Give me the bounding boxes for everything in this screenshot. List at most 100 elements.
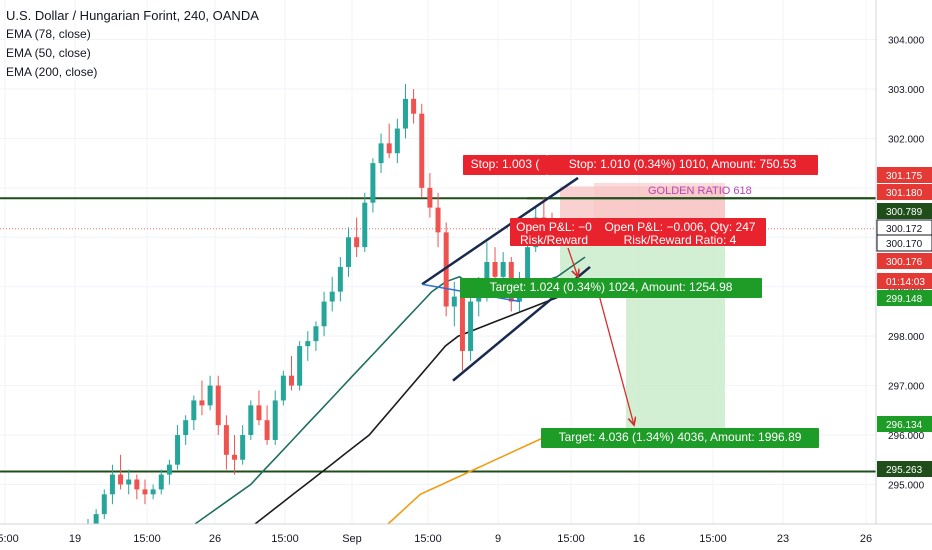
symbol-title: U.S. Dollar / Hungarian Forint, 240, OAN… xyxy=(6,8,259,23)
time-tick-label: 15:00 xyxy=(0,533,19,545)
indicator-ema50[interactable]: EMA (50, close) xyxy=(6,46,91,60)
candle xyxy=(305,331,311,361)
stop-label-1-bg xyxy=(463,155,547,175)
candle xyxy=(289,355,295,391)
time-tick-label: 15:00 xyxy=(271,533,299,545)
candle xyxy=(175,425,181,470)
arrow-long xyxy=(594,279,634,425)
candle-body xyxy=(289,375,295,386)
candle xyxy=(443,222,449,317)
time-tick-label: 26 xyxy=(860,533,872,545)
price-label: 295.263 xyxy=(886,465,923,476)
price-label: 301.180 xyxy=(886,188,923,199)
target-label-2: Target: 4.036 (1.34%) 4036, Amount: 1996… xyxy=(541,428,819,448)
stop-label-2-bg xyxy=(547,155,818,175)
price-label-bg xyxy=(877,461,932,477)
candle-body xyxy=(492,262,498,277)
candle-body xyxy=(109,474,115,495)
ema50-line xyxy=(254,285,586,525)
candle-body xyxy=(394,128,400,154)
candle xyxy=(240,425,246,465)
candle xyxy=(183,415,189,445)
price-label: 300.176 xyxy=(886,257,923,268)
candle xyxy=(272,390,278,445)
indicator-ema200[interactable]: EMA (200, close) xyxy=(6,65,98,79)
candle xyxy=(345,227,351,277)
candle-body xyxy=(199,400,205,406)
candle xyxy=(126,469,132,495)
price-label: 301.175 xyxy=(886,171,923,182)
price-tick-label: 297.000 xyxy=(888,382,925,393)
candle-body xyxy=(435,207,441,233)
candle-body xyxy=(175,435,181,465)
candle-body xyxy=(280,375,286,401)
candle xyxy=(232,435,238,475)
pnl-label-2-text: Open P&L: −0.006, Qty: 247 xyxy=(604,220,755,234)
time-tick-label: 15:00 xyxy=(699,533,727,545)
candle xyxy=(386,123,392,159)
candle xyxy=(134,474,140,500)
candle xyxy=(280,370,286,406)
candle xyxy=(223,415,229,470)
price-label-bg xyxy=(876,234,932,252)
candle xyxy=(109,464,115,505)
price-tick-label: 302.000 xyxy=(888,134,925,145)
candle-body xyxy=(142,489,148,495)
candle xyxy=(362,192,368,253)
candle-body xyxy=(362,202,368,248)
candle-body xyxy=(459,296,465,351)
candle xyxy=(248,400,254,440)
candle-body xyxy=(329,291,335,302)
candle xyxy=(313,321,319,351)
price-label-bg xyxy=(877,253,932,269)
price-tick-label: 295.000 xyxy=(888,480,925,491)
candle xyxy=(150,484,156,500)
pnl-label-1-text: Open P&L: −0 xyxy=(516,220,592,234)
candle-body xyxy=(337,266,343,292)
price-label: 01:14:03 xyxy=(886,277,925,288)
candle xyxy=(427,173,433,218)
candle-body xyxy=(378,143,384,164)
price-tick-label: 303.000 xyxy=(888,85,925,96)
candle-body xyxy=(451,296,457,307)
candle xyxy=(118,454,124,490)
stop-label-1-text: Stop: 1.003 ( xyxy=(471,157,540,171)
indicator-ema78[interactable]: EMA (78, close) xyxy=(6,27,91,41)
price-label: 300.170 xyxy=(886,239,923,250)
time-tick-label: 15:00 xyxy=(133,533,161,545)
price-label-bg xyxy=(877,184,932,200)
candle-body xyxy=(264,420,270,440)
candle xyxy=(142,479,148,505)
time-tick-label: 16 xyxy=(633,533,645,545)
price-label: 300.172 xyxy=(886,224,923,235)
candle xyxy=(166,459,172,485)
time-tick-label: 19 xyxy=(69,533,81,545)
candle-body xyxy=(468,301,474,351)
candle-body xyxy=(345,237,351,267)
channel-upper xyxy=(421,176,579,286)
price-tick-label: 298.000 xyxy=(888,332,925,343)
candle xyxy=(411,88,417,124)
candle-body xyxy=(354,237,360,248)
time-tick-label: 26 xyxy=(209,533,221,545)
candle xyxy=(419,103,425,198)
candle-body xyxy=(207,385,213,406)
price-label: 296.134 xyxy=(886,420,923,431)
candle-body xyxy=(386,143,392,154)
pnl-label-1-text: Risk/Reward xyxy=(520,233,588,247)
time-tick-label: 23 xyxy=(777,533,789,545)
target-label-2-bg xyxy=(541,428,819,448)
candle-body xyxy=(297,346,303,386)
candle xyxy=(468,291,474,361)
candle-body xyxy=(93,514,99,529)
candle-body xyxy=(256,405,262,421)
price-label-bg xyxy=(877,167,932,183)
chart-legend: U.S. Dollar / Hungarian Forint, 240, OAN… xyxy=(6,6,259,82)
candle xyxy=(394,118,400,164)
candle-body xyxy=(150,489,156,495)
candle-body xyxy=(101,494,107,515)
candle-body xyxy=(313,326,319,342)
time-axis: 15:00 19 15:00 26 15:00 Sep 15:00 9 15:00 16 15:00… xyxy=(0,523,932,550)
